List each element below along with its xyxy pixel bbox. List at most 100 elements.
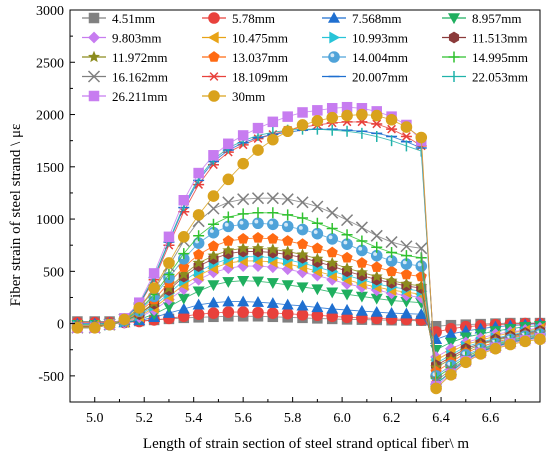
data-point <box>207 240 220 251</box>
legend-label: 9.803mm <box>112 31 161 46</box>
legend-item: 14.995mm <box>442 50 528 65</box>
legend-item: 5.78mm <box>202 11 275 26</box>
data-point <box>326 246 338 258</box>
data-point <box>282 111 293 122</box>
data-point <box>237 157 249 170</box>
data-point <box>207 249 220 261</box>
y-tick-label: 500 <box>43 265 64 280</box>
y-axis-label: Fiber strain of steel strand \ με <box>8 124 24 307</box>
data-point <box>489 342 502 355</box>
data-point <box>193 248 205 260</box>
series-line <box>77 106 541 388</box>
data-point <box>88 50 100 63</box>
data-point-highlight <box>343 240 348 245</box>
data-point <box>252 122 264 134</box>
series-30mm <box>71 108 546 395</box>
x-tick-label: 5.2 <box>135 411 153 426</box>
data-point <box>193 230 205 242</box>
data-point <box>193 167 204 179</box>
data-point <box>400 132 412 141</box>
data-point <box>266 278 279 289</box>
data-point <box>266 192 279 205</box>
legend-item: 30mm <box>202 89 265 104</box>
legend-label: 11.513mm <box>472 31 528 46</box>
data-point <box>355 221 368 234</box>
data-point <box>327 11 341 23</box>
data-point <box>237 193 250 206</box>
data-point <box>267 207 279 219</box>
legend-label: 26.211mm <box>112 89 168 104</box>
data-point <box>355 266 368 278</box>
data-point <box>207 307 220 319</box>
data-point <box>400 250 412 262</box>
data-point <box>252 217 264 230</box>
data-point <box>296 308 309 321</box>
data-point-highlight <box>269 220 274 225</box>
data-point <box>341 289 354 301</box>
data-point <box>237 242 250 254</box>
plot-frame <box>69 9 541 403</box>
data-point <box>237 306 249 318</box>
data-point <box>103 318 116 331</box>
data-point <box>222 235 234 246</box>
series-layer <box>71 101 547 395</box>
legend-item: 16.162mm <box>82 70 168 85</box>
data-point-highlight <box>209 229 214 233</box>
data-point <box>207 296 220 308</box>
data-point <box>266 243 279 255</box>
legend-label: 11.972mm <box>112 50 168 65</box>
data-point <box>208 150 219 161</box>
x-tick-label: 5.6 <box>234 411 252 426</box>
data-point <box>282 235 294 246</box>
data-point <box>355 304 368 316</box>
data-point <box>267 307 279 319</box>
data-point <box>329 31 341 44</box>
data-point <box>311 284 324 296</box>
data-point <box>326 206 339 219</box>
data-point <box>415 242 428 255</box>
legend-label: 16.162mm <box>112 70 168 85</box>
data-point <box>371 261 383 272</box>
x-tick-label: 5.4 <box>185 411 203 426</box>
data-point <box>267 116 279 128</box>
legend-label: 5.78mm <box>232 11 275 26</box>
y-axis-ticks: -500 0 500 1000 1500 2000 2500 3000 <box>36 4 75 403</box>
data-point <box>177 293 190 305</box>
data-point <box>447 13 461 25</box>
legend-item: 10.475mm <box>202 31 288 46</box>
data-point <box>311 242 323 254</box>
data-point <box>281 125 294 138</box>
data-point <box>222 196 235 209</box>
data-point <box>311 115 324 127</box>
data-point <box>192 209 205 221</box>
data-point <box>207 190 220 202</box>
data-point <box>385 307 398 318</box>
data-point <box>341 214 354 227</box>
data-point <box>252 232 264 243</box>
data-point <box>326 103 338 114</box>
data-point <box>71 321 84 334</box>
data-point <box>297 212 309 224</box>
data-point <box>448 51 460 63</box>
data-point <box>192 286 205 298</box>
data-point-highlight <box>358 246 363 251</box>
data-point <box>266 297 279 308</box>
data-point <box>281 245 294 257</box>
data-point <box>237 218 249 231</box>
data-point <box>148 268 160 279</box>
data-point <box>281 280 294 292</box>
x-tick-label: 6.2 <box>383 411 401 426</box>
data-point <box>281 298 294 310</box>
data-point <box>296 282 309 294</box>
data-point <box>163 268 175 280</box>
data-point <box>504 338 517 351</box>
legend-item: 4.51mm <box>82 11 155 26</box>
data-point <box>370 229 383 242</box>
data-point <box>222 220 235 233</box>
data-point <box>251 296 265 307</box>
legend-label: 4.51mm <box>112 11 155 26</box>
data-point <box>430 382 442 395</box>
data-point <box>296 223 309 236</box>
data-point <box>222 295 235 307</box>
